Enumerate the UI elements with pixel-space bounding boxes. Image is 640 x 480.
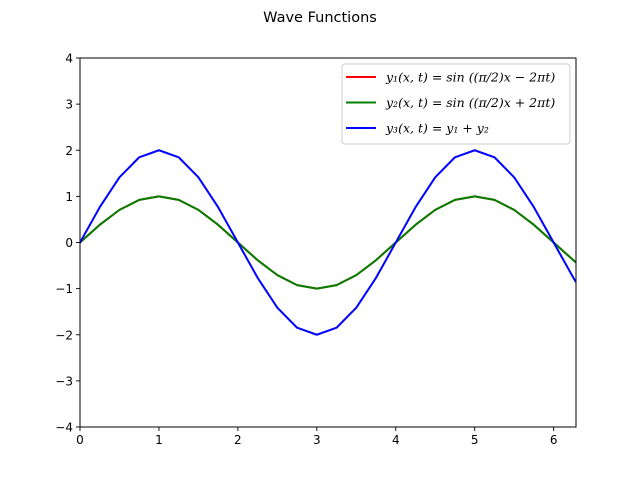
y-tick-label: 1 — [65, 190, 73, 204]
y-tick-label: −3 — [55, 374, 73, 388]
y-axis: −4 −3 −2 −1 0 1 2 3 4 — [55, 52, 80, 435]
y-tick-label: 2 — [65, 144, 73, 158]
y-tick-label: −4 — [55, 421, 73, 435]
y-tick-label: −2 — [55, 328, 73, 342]
series-layer — [80, 149, 576, 336]
series-line-1 — [80, 195, 576, 290]
x-tick-label: 2 — [234, 433, 242, 447]
x-tick-label: 0 — [76, 433, 84, 447]
x-axis: 0 1 2 3 4 5 6 — [76, 427, 557, 447]
y-tick-label: 4 — [65, 52, 73, 66]
legend-box — [341, 63, 571, 145]
x-tick-label: 5 — [471, 433, 479, 447]
y-tick-label: 3 — [65, 98, 73, 112]
x-tick-label: 6 — [550, 433, 558, 447]
chart-title: Wave Functions — [263, 10, 377, 26]
series-line-2 — [80, 195, 576, 290]
series-line-3 — [80, 149, 576, 336]
x-tick-label: 1 — [155, 433, 163, 447]
y-tick-label: 0 — [65, 236, 73, 250]
x-tick-label: 4 — [392, 433, 400, 447]
legend-label-2: y₂(x, t) = sin ((π/2)x + 2πt) — [385, 95, 555, 110]
legend: y₁(x, t) = sin ((π/2)x − 2πt) y₂(x, t) = … — [341, 63, 571, 145]
x-tick-label: 3 — [313, 433, 321, 447]
y-tick-label: −1 — [55, 282, 73, 296]
legend-label-1: y₁(x, t) = sin ((π/2)x − 2πt) — [385, 70, 555, 85]
legend-label-3: y₃(x, t) = y₁ + y₂ — [385, 121, 489, 136]
